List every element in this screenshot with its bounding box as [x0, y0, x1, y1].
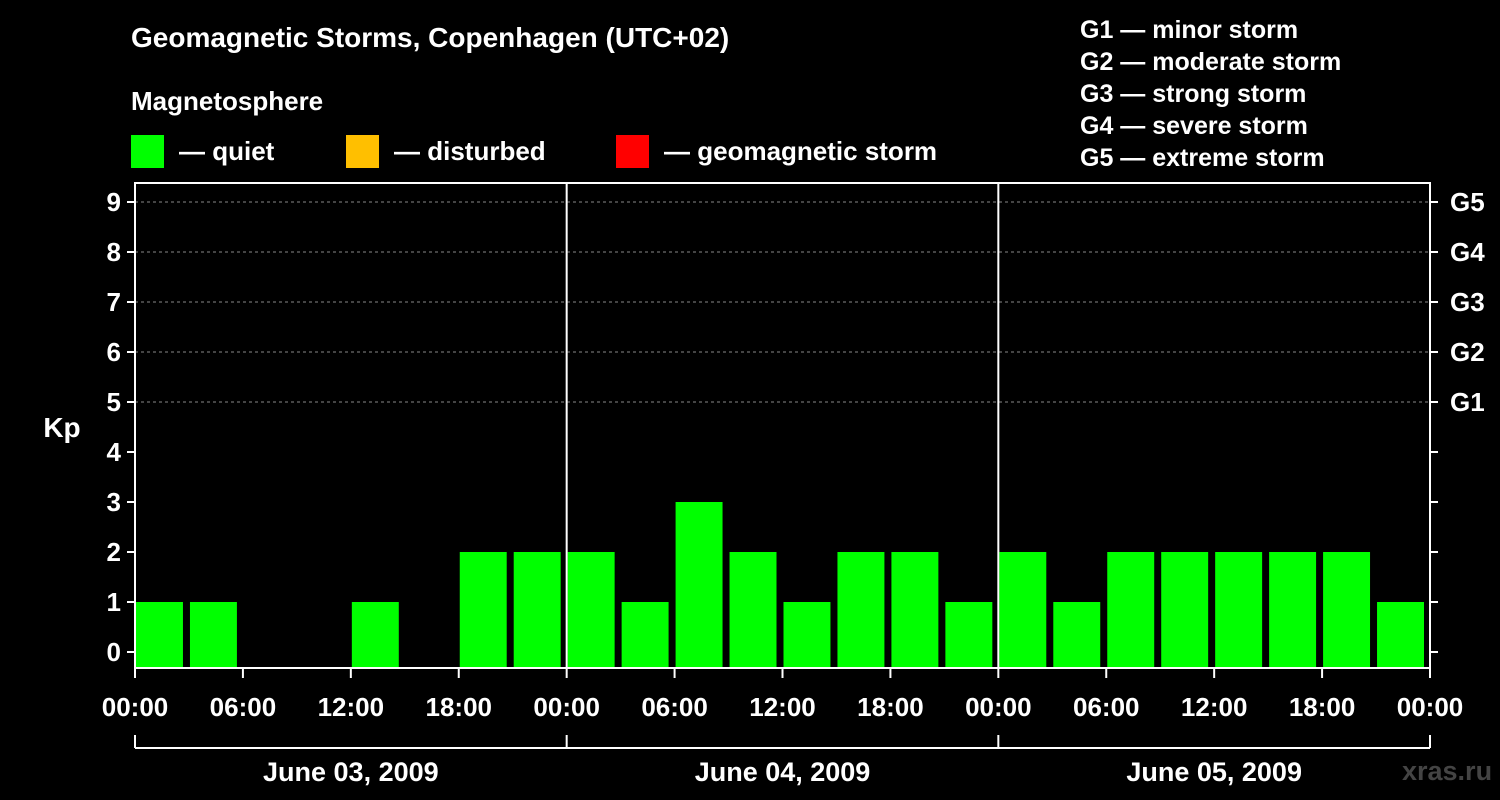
kp-bar-22 — [1323, 552, 1371, 668]
kp-bar-7 — [513, 552, 561, 668]
kp-bar-12 — [783, 602, 831, 668]
y-tick-label-6: 6 — [107, 337, 121, 367]
x-tick-label-11: 18:00 — [1289, 692, 1356, 722]
x-tick-label-12: 00:00 — [1397, 692, 1464, 722]
g-label-g1: G1 — [1450, 387, 1485, 417]
g-scale-item-g5: G5 — extreme storm — [1080, 144, 1325, 172]
legend-item-disturbed: — disturbed — [346, 134, 546, 168]
legend-label-disturbed: — disturbed — [394, 135, 546, 166]
kp-bar-16 — [999, 552, 1047, 668]
g-label-g2: G2 — [1450, 337, 1485, 367]
y-tick-label-8: 8 — [107, 237, 121, 267]
g-scale-legend: G1 — minor storm G2 — moderate storm G3 … — [1080, 14, 1341, 174]
legend-swatch-quiet — [131, 134, 164, 168]
x-tick-label-1: 06:00 — [210, 692, 277, 722]
kp-bar-9 — [621, 602, 669, 668]
x-tick-label-0: 00:00 — [102, 692, 169, 722]
kp-bar-10 — [675, 502, 723, 668]
y-tick-label-5: 5 — [107, 387, 121, 417]
kp-bar-23 — [1377, 602, 1424, 668]
x-tick-label-5: 06:00 — [641, 692, 708, 722]
y-tick-label-1: 1 — [107, 587, 121, 617]
kp-bar-15 — [945, 602, 993, 668]
y-tick-label-0: 0 — [107, 637, 121, 667]
legend-label-quiet: — quiet — [179, 135, 275, 166]
kp-bar-13 — [837, 552, 885, 668]
watermark: xras.ru — [1402, 756, 1493, 786]
day-label-2: June 05, 2009 — [1126, 757, 1302, 787]
kp-bar-14 — [891, 552, 939, 668]
g-label-g5: G5 — [1450, 187, 1485, 217]
x-tick-label-3: 18:00 — [426, 692, 493, 722]
legend-item-storm: — geomagnetic storm — [616, 134, 937, 168]
x-tick-label-4: 00:00 — [533, 692, 600, 722]
g-label-g4: G4 — [1450, 237, 1485, 267]
kp-bar-17 — [1053, 602, 1101, 668]
y-tick-label-4: 4 — [107, 437, 122, 467]
g-scale-item-g3: G3 — strong storm — [1080, 80, 1307, 108]
kp-bar-21 — [1269, 552, 1317, 668]
kp-bar-8 — [567, 552, 615, 668]
x-tick-label-7: 18:00 — [857, 692, 924, 722]
kp-bar-4 — [351, 602, 399, 668]
day-label-1: June 04, 2009 — [695, 757, 871, 787]
legend-swatch-storm — [616, 134, 649, 168]
kp-bar-19 — [1161, 552, 1209, 668]
g-scale-item-g2: G2 — moderate storm — [1080, 48, 1342, 76]
y-tick-label-2: 2 — [107, 537, 121, 567]
kp-bar-18 — [1107, 552, 1155, 668]
y-tick-label-9: 9 — [107, 187, 121, 217]
chart-title: Geomagnetic Storms, Copenhagen (UTC+02) — [131, 22, 730, 53]
kp-bar-0 — [136, 602, 183, 668]
legend-swatch-disturbed — [346, 134, 379, 168]
kp-bar-1 — [189, 602, 237, 668]
g-scale-item-g4: G4 — severe storm — [1080, 112, 1308, 140]
y-tick-label-7: 7 — [107, 287, 121, 317]
y-tick-label-3: 3 — [107, 487, 121, 517]
x-tick-label-10: 12:00 — [1181, 692, 1248, 722]
kp-bar-11 — [729, 552, 777, 668]
x-tick-label-6: 12:00 — [749, 692, 816, 722]
chart-subtitle: Magnetosphere — [131, 86, 324, 116]
legend-label-storm: — geomagnetic storm — [664, 135, 938, 166]
legend-item-quiet: — quiet — [131, 134, 274, 168]
x-tick-label-8: 00:00 — [965, 692, 1032, 722]
y-axis-label: Kp — [43, 412, 80, 443]
kp-bar-20 — [1215, 552, 1263, 668]
g-scale-item-g1: G1 — minor storm — [1080, 16, 1299, 44]
x-tick-label-2: 12:00 — [318, 692, 385, 722]
kp-bar-6 — [459, 552, 507, 668]
day-label-0: June 03, 2009 — [263, 757, 439, 787]
x-tick-label-9: 06:00 — [1073, 692, 1140, 722]
g-label-g3: G3 — [1450, 287, 1485, 317]
